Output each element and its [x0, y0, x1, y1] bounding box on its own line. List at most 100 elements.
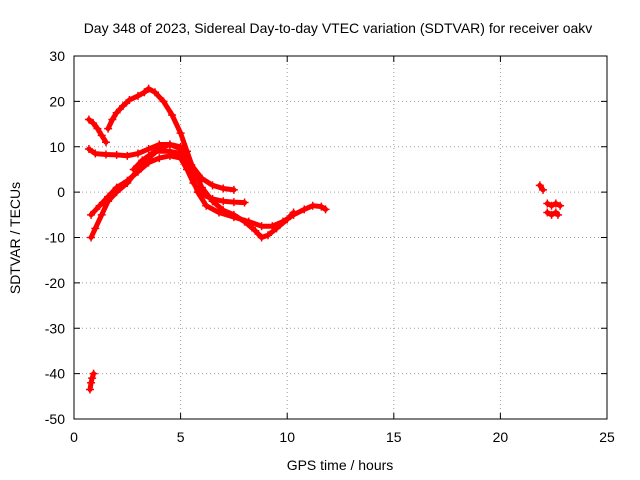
data-point — [87, 378, 96, 387]
y-tick-label: 0 — [57, 184, 65, 200]
data-point — [268, 222, 277, 231]
data-point — [208, 194, 217, 203]
data-point — [229, 213, 238, 222]
data-point — [547, 201, 556, 210]
y-tick-label: -10 — [45, 230, 65, 246]
data-point — [543, 199, 552, 208]
data-point — [155, 154, 164, 163]
y-tick-label: -20 — [45, 275, 65, 291]
data-point — [176, 129, 185, 138]
data-point — [88, 374, 97, 383]
data-point — [104, 124, 113, 133]
data-point — [193, 188, 202, 197]
data-arc-arc-9 — [544, 201, 563, 209]
data-point — [308, 201, 317, 210]
x-tick-label: 10 — [279, 429, 295, 445]
data-point — [112, 108, 121, 117]
data-point — [219, 184, 228, 193]
data-point — [144, 84, 153, 93]
data-point — [535, 181, 544, 190]
data-point — [176, 149, 185, 158]
data-point — [165, 140, 174, 149]
data-point — [219, 197, 228, 206]
y-tick-label: 30 — [49, 48, 65, 64]
data-point — [144, 145, 153, 154]
data-arc-arc-1 — [105, 86, 297, 240]
data-point — [317, 202, 326, 211]
grid-layer — [74, 56, 607, 419]
y-tick-label: -40 — [45, 366, 65, 382]
data-point — [97, 131, 106, 140]
x-tick-label: 5 — [177, 429, 185, 445]
data-point — [84, 145, 93, 154]
data-point — [159, 97, 168, 106]
data-point — [125, 96, 134, 105]
data-point — [539, 185, 548, 194]
data-point — [185, 165, 194, 174]
data-point — [208, 181, 217, 190]
data-point — [257, 222, 266, 231]
data-point — [89, 119, 98, 128]
data-point — [108, 115, 117, 124]
data-point — [214, 208, 223, 217]
data-point — [321, 205, 330, 214]
data-layer — [84, 84, 565, 394]
x-axis-label: GPS time / hours — [287, 457, 394, 473]
data-point — [133, 149, 142, 158]
data-point — [300, 205, 309, 214]
x-tick-label: 25 — [599, 429, 615, 445]
y-tick-label: 20 — [49, 93, 65, 109]
y-tick-label: 10 — [49, 139, 65, 155]
data-point — [289, 210, 298, 219]
y-tick-label: -30 — [45, 320, 65, 336]
x-tick-label: 15 — [386, 429, 402, 445]
data-point — [251, 226, 260, 235]
data-point — [257, 233, 266, 242]
x-tick-label: 0 — [70, 429, 78, 445]
data-point — [543, 208, 552, 217]
x-tick-label: 20 — [493, 429, 509, 445]
data-point — [140, 88, 149, 97]
data-point — [240, 198, 249, 207]
data-point — [104, 197, 113, 206]
y-axis-label: SDTVAR / TECUs — [7, 182, 23, 294]
data-point — [229, 185, 238, 194]
data-point — [112, 188, 121, 197]
data-point — [112, 150, 121, 159]
data-point — [202, 201, 211, 210]
data-point — [278, 217, 287, 226]
data-point — [97, 210, 106, 219]
data-arc-arc-10 — [544, 210, 561, 218]
data-point — [151, 88, 160, 97]
data-point — [87, 233, 96, 242]
data-point — [151, 147, 160, 156]
data-point — [229, 198, 238, 207]
data-point — [264, 231, 273, 240]
data-point — [165, 147, 174, 156]
data-point — [119, 101, 128, 110]
y-tick-label: -50 — [45, 411, 65, 427]
data-point — [84, 115, 93, 124]
data-point — [85, 385, 94, 394]
data-point — [244, 217, 253, 226]
data-point — [123, 151, 132, 160]
data-arc-arc-4 — [88, 142, 329, 240]
data-point — [89, 369, 98, 378]
data-point — [168, 110, 177, 119]
data-point — [138, 156, 147, 165]
data-point — [133, 91, 142, 100]
tick-layer: 0 5 10 15 20 25 -50 -40 -30 -20 -10 0 10 20 30 — [45, 48, 615, 445]
data-point — [553, 210, 562, 219]
data-point — [556, 201, 565, 210]
data-point — [123, 179, 132, 188]
data-point — [101, 138, 110, 147]
data-point — [551, 199, 560, 208]
data-point — [129, 165, 138, 174]
data-point — [197, 174, 206, 183]
data-point — [95, 201, 104, 210]
data-point — [91, 224, 100, 233]
data-point — [87, 210, 96, 219]
plot-frame — [73, 55, 608, 420]
data-point — [101, 150, 110, 159]
